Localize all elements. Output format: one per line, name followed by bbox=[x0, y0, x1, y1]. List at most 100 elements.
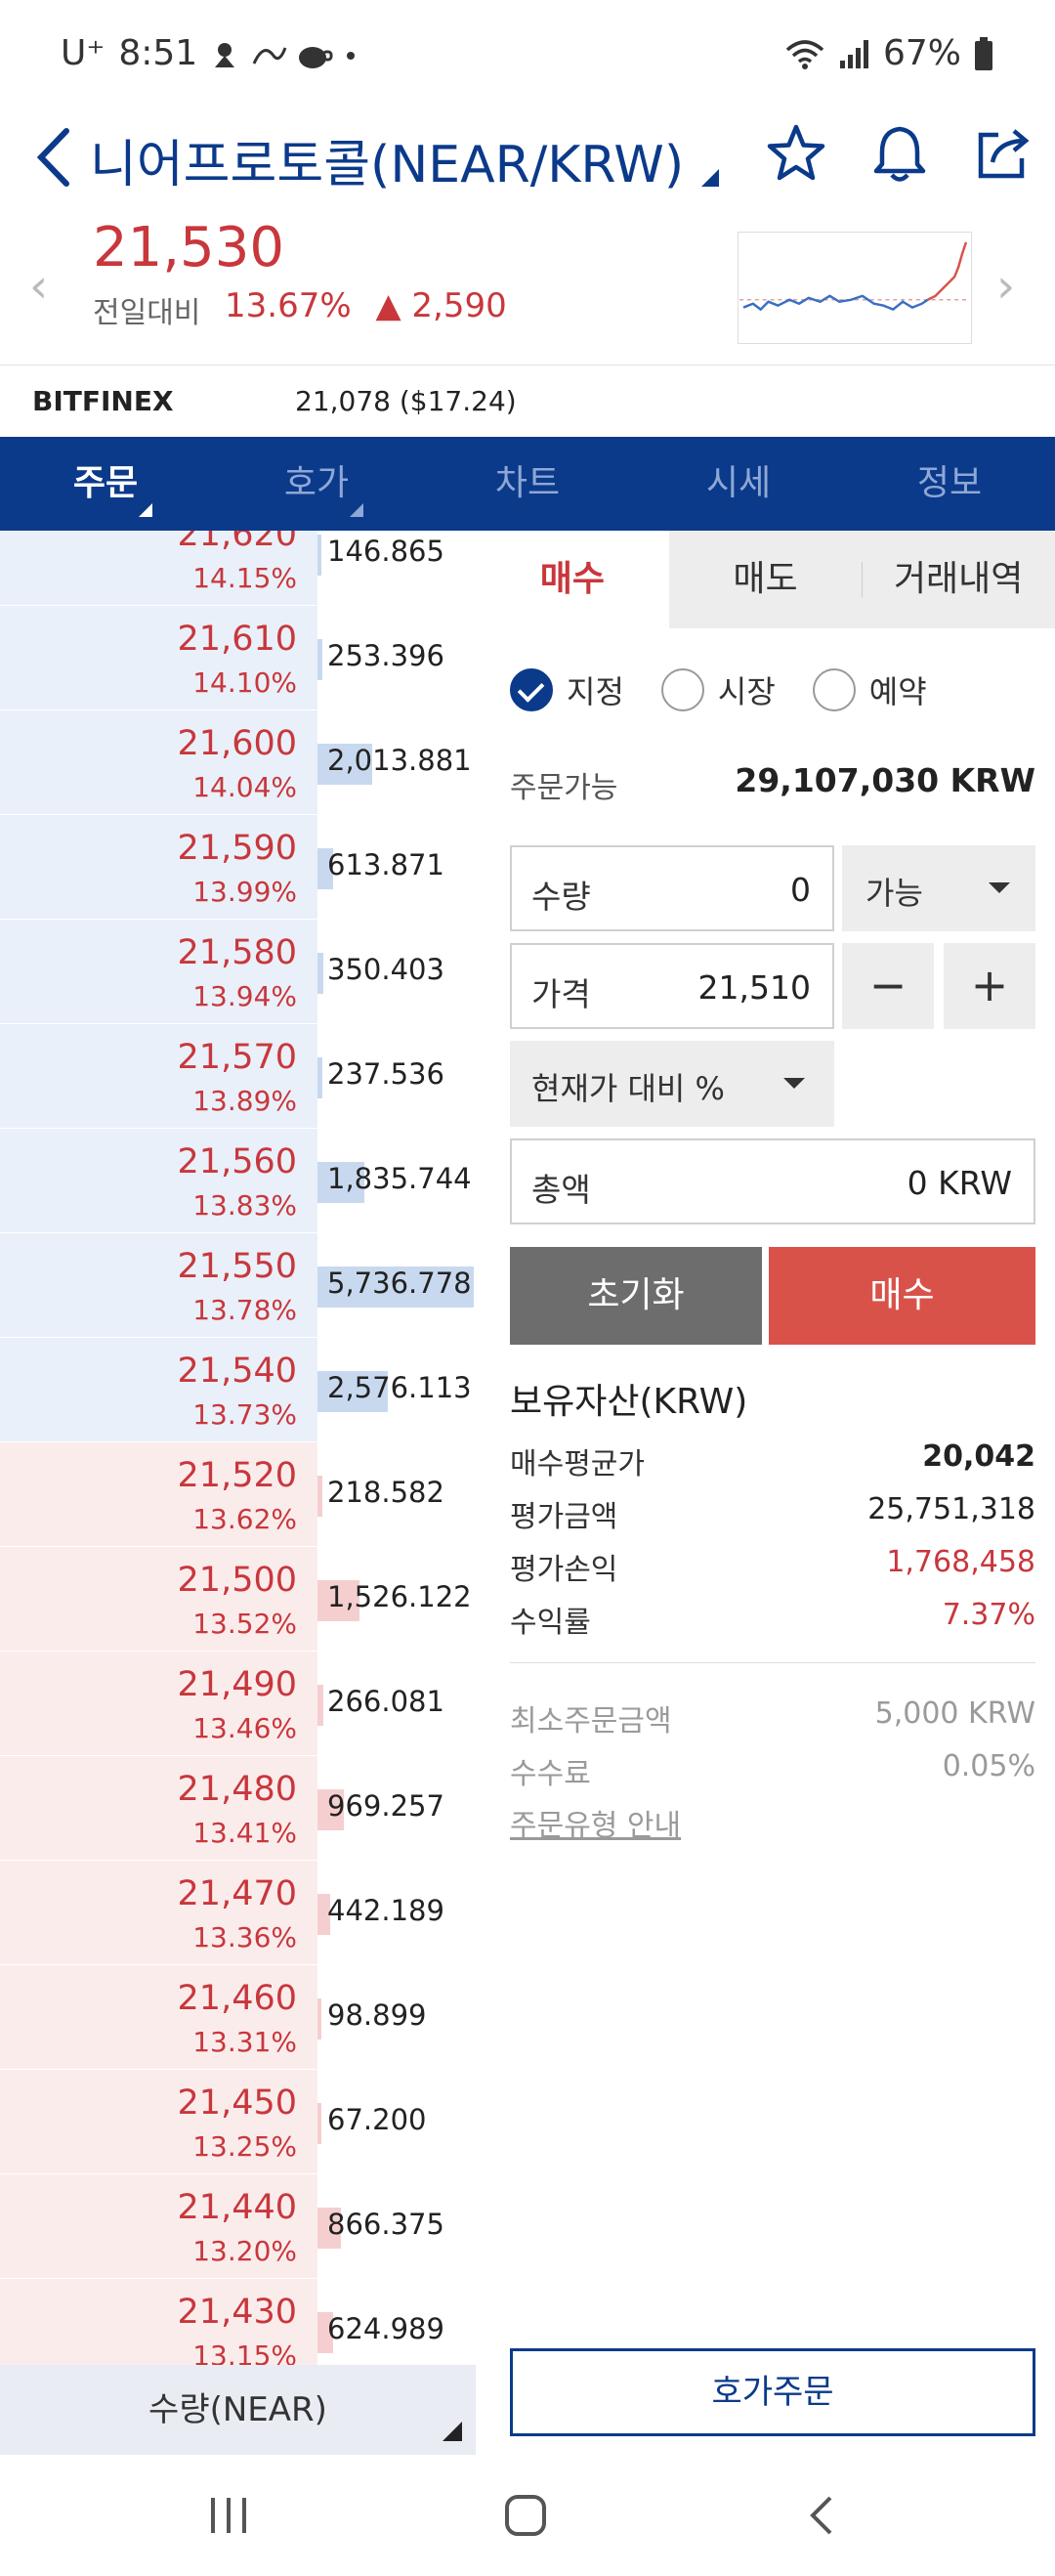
carrier-label: U⁺ bbox=[61, 33, 106, 73]
tab-orderbook[interactable]: 호가 bbox=[211, 437, 422, 531]
row-volume-bar bbox=[317, 639, 322, 680]
orderbook-bid-row[interactable]: 21,500 13.52% 1,526.122 bbox=[0, 1547, 476, 1652]
orderbook-ask-row[interactable]: 21,580 13.94% 350.403 bbox=[0, 920, 476, 1024]
home-icon[interactable] bbox=[502, 2492, 549, 2539]
main-tabs: 주문 호가 차트 시세 정보 bbox=[0, 437, 1055, 531]
orderbook-bid-row[interactable]: 21,440 13.20% 866.375 bbox=[0, 2174, 476, 2279]
bell-icon[interactable] bbox=[867, 121, 932, 186]
price-minus-button[interactable]: − bbox=[842, 943, 934, 1029]
back-arrow-icon[interactable] bbox=[29, 123, 78, 192]
row-volume-bar bbox=[317, 2208, 341, 2249]
order-tab-sell[interactable]: 매도 bbox=[669, 531, 863, 628]
row-quantity-cell: 350.403 bbox=[317, 920, 476, 1023]
row-volume-bar bbox=[317, 1267, 474, 1308]
orderbook-bid-row[interactable]: 21,450 13.25% 67.200 bbox=[0, 2070, 476, 2174]
tab-market[interactable]: 시세 bbox=[633, 437, 844, 531]
next-coin-icon[interactable]: › bbox=[996, 259, 1016, 314]
row-quantity: 442.189 bbox=[327, 1894, 444, 1927]
orderbook-ask-row[interactable]: 21,600 14.04% 2,013.881 bbox=[0, 710, 476, 815]
chevron-down-icon bbox=[783, 1078, 805, 1089]
orderbook-bid-row[interactable]: 21,460 13.31% 98.899 bbox=[0, 1965, 476, 2070]
orderbook-bid-row[interactable]: 21,520 13.62% 218.582 bbox=[0, 1442, 476, 1547]
order-type-guide-link[interactable]: 주문유형 안내 bbox=[510, 1809, 682, 1843]
row-price: 21,520 bbox=[177, 1456, 297, 1495]
share-icon[interactable] bbox=[971, 121, 1035, 186]
total-input[interactable]: 총액 0 KRW bbox=[510, 1138, 1035, 1224]
row-quantity-cell: 2,013.881 bbox=[317, 710, 476, 814]
orderbook-bid-row[interactable]: 21,480 13.41% 969.257 bbox=[0, 1756, 476, 1861]
row-volume-bar bbox=[317, 1057, 322, 1098]
orderbook-bid-row[interactable]: 21,470 13.36% 442.189 bbox=[0, 1861, 476, 1965]
price-ratio-select[interactable]: 현재가 대비 % bbox=[510, 1041, 834, 1127]
row-volume-bar bbox=[317, 744, 372, 785]
row-quantity-cell: 98.899 bbox=[317, 1965, 476, 2069]
orderbook-ask-row[interactable]: 21,570 13.89% 237.536 bbox=[0, 1024, 476, 1129]
orderbook-ask-row[interactable]: 21,540 13.73% 2,576.113 bbox=[0, 1338, 476, 1442]
orderbook-order-button[interactable]: 호가주문 bbox=[510, 2348, 1035, 2436]
orderbook-bid-row[interactable]: 21,430 13.15% 624.989 bbox=[0, 2279, 476, 2365]
row-quantity: 253.396 bbox=[327, 639, 444, 672]
row-change-percent: 13.20% bbox=[192, 2235, 297, 2267]
quantity-input[interactable]: 수량 0 bbox=[510, 845, 834, 931]
star-icon[interactable] bbox=[764, 121, 828, 186]
price-input[interactable]: 가격 21,510 bbox=[510, 943, 834, 1029]
tab-order[interactable]: 주문 bbox=[0, 437, 211, 531]
prev-coin-icon[interactable]: ‹ bbox=[29, 259, 49, 314]
orderbook-bid-row[interactable]: 21,490 13.46% 266.081 bbox=[0, 1652, 476, 1756]
tab-info[interactable]: 정보 bbox=[844, 437, 1055, 531]
order-type-limit[interactable]: 지정 bbox=[510, 667, 624, 712]
row-change-percent: 14.15% bbox=[192, 562, 297, 594]
price-label: 가격 bbox=[531, 975, 591, 1013]
buy-button[interactable]: 매수 bbox=[769, 1247, 1035, 1345]
order-tab-buy[interactable]: 매수 bbox=[476, 531, 669, 628]
row-price: 21,430 bbox=[177, 2293, 297, 2332]
row-change-percent: 13.99% bbox=[192, 876, 297, 908]
row-volume-bar bbox=[317, 1371, 388, 1412]
wifi-icon bbox=[785, 39, 824, 69]
status-bar: U⁺ 8:51 67% bbox=[0, 0, 1055, 109]
row-change-percent: 13.73% bbox=[192, 1398, 297, 1431]
back-nav-icon[interactable] bbox=[803, 2494, 838, 2537]
orderbook-unit-label: 수량(NEAR) bbox=[148, 2390, 327, 2429]
coin-title[interactable]: 니어프로토콜(NEAR/KRW) bbox=[90, 123, 720, 196]
orderbook-ask-row[interactable]: 21,620 14.15% 146.865 bbox=[0, 531, 476, 606]
sparkline-chart[interactable] bbox=[738, 232, 972, 344]
quantity-value: 0 bbox=[790, 871, 811, 909]
current-price: 21,530 bbox=[93, 216, 284, 279]
orderbook-ask-row[interactable]: 21,550 13.78% 5,736.778 bbox=[0, 1233, 476, 1338]
row-price: 21,500 bbox=[177, 1561, 297, 1600]
tab-corner-icon bbox=[139, 503, 152, 517]
dropdown-triangle-icon bbox=[443, 2422, 462, 2441]
status-time: 8:51 bbox=[118, 33, 198, 73]
info-key: 수수료 bbox=[510, 1757, 591, 1791]
reset-button[interactable]: 초기화 bbox=[510, 1247, 762, 1345]
exchange-reference-row: BITFINEX 21,078 ($17.24) bbox=[0, 365, 1055, 435]
row-quantity: 969.257 bbox=[327, 1789, 444, 1823]
row-quantity-cell: 442.189 bbox=[317, 1861, 476, 1964]
row-quantity: 2,013.881 bbox=[327, 744, 472, 777]
orderbook-ask-row[interactable]: 21,560 13.83% 1,835.744 bbox=[0, 1129, 476, 1233]
tab-chart[interactable]: 차트 bbox=[422, 437, 633, 531]
order-type-reserve[interactable]: 예약 bbox=[812, 667, 927, 712]
row-change-percent: 13.31% bbox=[192, 2026, 297, 2058]
order-type-market-label: 시장 bbox=[717, 673, 776, 710]
tab-order-label: 주문 bbox=[72, 463, 139, 503]
row-quantity-cell: 218.582 bbox=[317, 1442, 476, 1546]
orderbook-ask-row[interactable]: 21,610 14.10% 253.396 bbox=[0, 606, 476, 710]
quantity-preset-select[interactable]: 가능 bbox=[842, 845, 1035, 931]
order-type-market[interactable]: 시장 bbox=[660, 667, 776, 712]
row-volume-bar bbox=[317, 2103, 321, 2144]
tab-market-label: 시세 bbox=[705, 463, 772, 503]
row-price: 21,540 bbox=[177, 1352, 297, 1391]
row-price: 21,610 bbox=[177, 620, 297, 659]
recent-apps-icon[interactable] bbox=[207, 2494, 250, 2537]
price-plus-button[interactable]: + bbox=[944, 943, 1035, 1029]
orderbook-unit-selector[interactable]: 수량(NEAR) bbox=[0, 2365, 476, 2455]
order-tabs: 매수 매도 거래내역 bbox=[476, 531, 1055, 628]
order-tab-history[interactable]: 거래내역 bbox=[862, 531, 1055, 628]
orderbook-ask-row[interactable]: 21,590 13.99% 613.871 bbox=[0, 815, 476, 920]
row-quantity: 613.871 bbox=[327, 848, 444, 881]
row-price: 21,470 bbox=[177, 1874, 297, 1913]
row-volume-bar bbox=[317, 1685, 323, 1726]
row-volume-bar bbox=[317, 1998, 321, 2039]
